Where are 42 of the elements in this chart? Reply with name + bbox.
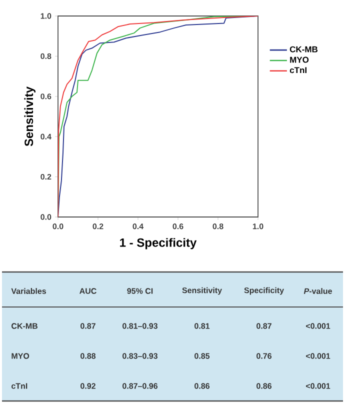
y-tick-label: 0.6: [40, 94, 52, 100]
x-tick-label: 0.8: [212, 224, 224, 230]
text: 0.87–0.96: [122, 383, 158, 389]
line-series: [58, 16, 258, 217]
text: 0.76: [256, 353, 272, 359]
text: <0.001: [306, 323, 330, 329]
y-axis-title: Sensitivity: [24, 86, 36, 146]
text: CK-MB: [12, 323, 38, 329]
text: 0.81: [194, 323, 210, 329]
text: 0.85: [194, 353, 210, 359]
x-axis-title: 1 - Specificity: [120, 238, 197, 250]
text: <0.001: [306, 383, 330, 389]
legend-label: MYO: [290, 56, 309, 63]
text: 0.86: [194, 383, 210, 389]
x-tick-label: 0.4: [132, 224, 144, 230]
text: MYO: [12, 353, 30, 359]
text: 95% CI: [127, 288, 153, 294]
text: <0.001: [306, 353, 330, 359]
x-tick-label: 1.0: [252, 224, 264, 230]
text: P-value: [304, 288, 332, 294]
text: 0.86: [256, 383, 272, 389]
text: Sensitivity: [182, 287, 222, 295]
text: 0.83–0.93: [122, 353, 158, 359]
y-tick-label: 0.8: [40, 53, 52, 60]
x-tick-label: 0.0: [52, 224, 64, 230]
y-tick-label: 0.4: [40, 134, 52, 140]
y-tick-label: 1.0: [40, 13, 52, 19]
text: 0.92: [80, 383, 96, 389]
text: Specificity: [244, 287, 284, 295]
text: Variables: [11, 288, 46, 294]
text: cTnI: [12, 383, 28, 389]
y-tick-label: 0.2: [40, 174, 52, 180]
text: AUC: [80, 288, 96, 294]
x-tick-label: 0.6: [172, 224, 184, 230]
text: 0.87: [80, 323, 96, 329]
x-tick-label: 0.2: [92, 224, 104, 230]
text: 0.88: [80, 353, 96, 359]
legend-label: cTnI: [290, 67, 306, 74]
legend-label: CK-MB: [290, 46, 318, 52]
text: 0.87: [256, 323, 272, 329]
text: 0.81–0.93: [122, 323, 158, 329]
y-tick-label: 0.0: [40, 214, 52, 220]
